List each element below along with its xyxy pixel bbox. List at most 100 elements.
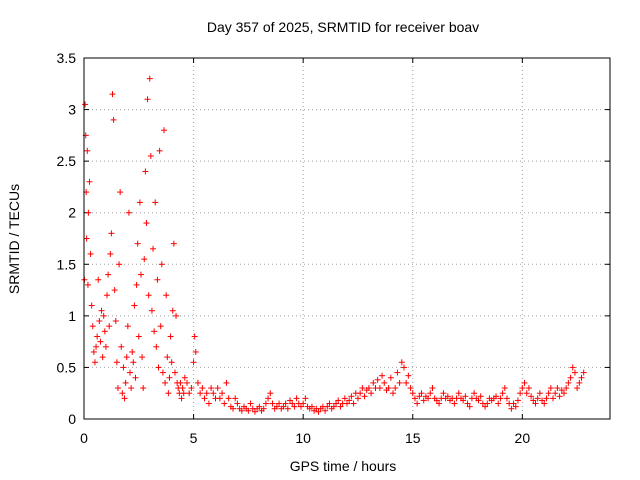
data-point xyxy=(97,338,104,345)
data-point xyxy=(251,408,258,415)
data-point xyxy=(163,292,170,299)
data-point xyxy=(525,385,532,392)
data-point xyxy=(99,354,106,361)
data-point xyxy=(208,385,215,392)
grid xyxy=(84,58,610,419)
data-point xyxy=(199,385,206,392)
data-point xyxy=(262,400,269,407)
data-point xyxy=(91,359,98,366)
data-point xyxy=(160,127,167,134)
data-point xyxy=(287,397,294,404)
data-point xyxy=(139,354,146,361)
data-point xyxy=(523,390,530,397)
data-point xyxy=(418,390,425,397)
data-point xyxy=(108,230,115,237)
data-point xyxy=(302,395,309,402)
data-point xyxy=(300,400,307,407)
data-point xyxy=(554,385,561,392)
data-point xyxy=(85,209,92,216)
data-point xyxy=(552,390,559,397)
data-point xyxy=(333,400,340,407)
data-point xyxy=(169,307,176,314)
data-point xyxy=(565,379,572,386)
data-point xyxy=(405,372,412,379)
data-point xyxy=(460,397,467,404)
data-point xyxy=(83,235,90,242)
data-point xyxy=(184,379,191,386)
data-point xyxy=(341,395,348,402)
data-point xyxy=(82,101,89,108)
data-point xyxy=(550,395,557,402)
x-tick-label: 10 xyxy=(295,430,311,446)
data-point xyxy=(210,390,217,397)
y-tick-label: 1.5 xyxy=(57,256,77,272)
data-point xyxy=(440,390,447,397)
axis-ticks: 0 5 10 15 20 0 0.5 1 1.5 2 2.5 3 3.5 xyxy=(57,50,610,446)
data-point xyxy=(407,385,414,392)
data-point xyxy=(84,147,91,154)
data-point xyxy=(186,390,193,397)
data-point xyxy=(560,390,567,397)
data-point xyxy=(280,403,287,410)
data-point xyxy=(429,385,436,392)
data-point xyxy=(289,400,296,407)
data-point xyxy=(159,369,166,376)
data-point xyxy=(357,390,364,397)
data-point xyxy=(514,397,521,404)
data-point xyxy=(102,343,109,350)
data-point xyxy=(152,199,159,206)
x-axis-label: GPS time / hours xyxy=(290,458,397,474)
data-point xyxy=(238,407,245,414)
data-point xyxy=(379,372,386,379)
data-point xyxy=(409,390,416,397)
data-point xyxy=(335,397,342,404)
data-point xyxy=(164,354,171,361)
data-point xyxy=(123,354,130,361)
data-point xyxy=(293,395,300,402)
data-point xyxy=(324,403,331,410)
data-point xyxy=(158,261,165,268)
data-point xyxy=(385,385,392,392)
data-point xyxy=(150,245,157,252)
data-point xyxy=(167,333,174,340)
data-point xyxy=(122,379,129,386)
data-point xyxy=(541,400,548,407)
data-point xyxy=(86,178,93,185)
data-point xyxy=(471,390,478,397)
data-point xyxy=(530,397,537,404)
data-point xyxy=(132,374,139,381)
data-point xyxy=(201,395,208,402)
data-point xyxy=(517,390,524,397)
y-axis-label: SRMTID / TECUs xyxy=(6,184,22,294)
data-point xyxy=(109,91,116,98)
data-point xyxy=(466,403,473,410)
data-point xyxy=(234,400,241,407)
data-point xyxy=(88,302,95,309)
data-point xyxy=(121,395,128,402)
data-point xyxy=(112,318,119,325)
data-point xyxy=(142,168,149,175)
data-point xyxy=(131,302,138,309)
data-point xyxy=(574,385,581,392)
data-point xyxy=(433,397,440,404)
data-point xyxy=(89,323,96,330)
data-point xyxy=(267,390,274,397)
data-point xyxy=(291,403,298,410)
data-point xyxy=(178,395,185,402)
data-point xyxy=(493,393,500,400)
data-point xyxy=(90,348,97,355)
data-point xyxy=(114,385,121,392)
data-point xyxy=(87,250,94,257)
data-point xyxy=(216,395,223,402)
data-point xyxy=(136,199,143,206)
y-tick-label: 0 xyxy=(68,411,76,427)
data-point xyxy=(501,385,508,392)
data-point xyxy=(337,403,344,410)
data-point xyxy=(403,379,410,386)
data-point xyxy=(192,348,199,355)
y-tick-label: 2 xyxy=(68,205,76,221)
data-point xyxy=(510,400,517,407)
data-point xyxy=(256,403,263,410)
data-point xyxy=(120,364,127,371)
